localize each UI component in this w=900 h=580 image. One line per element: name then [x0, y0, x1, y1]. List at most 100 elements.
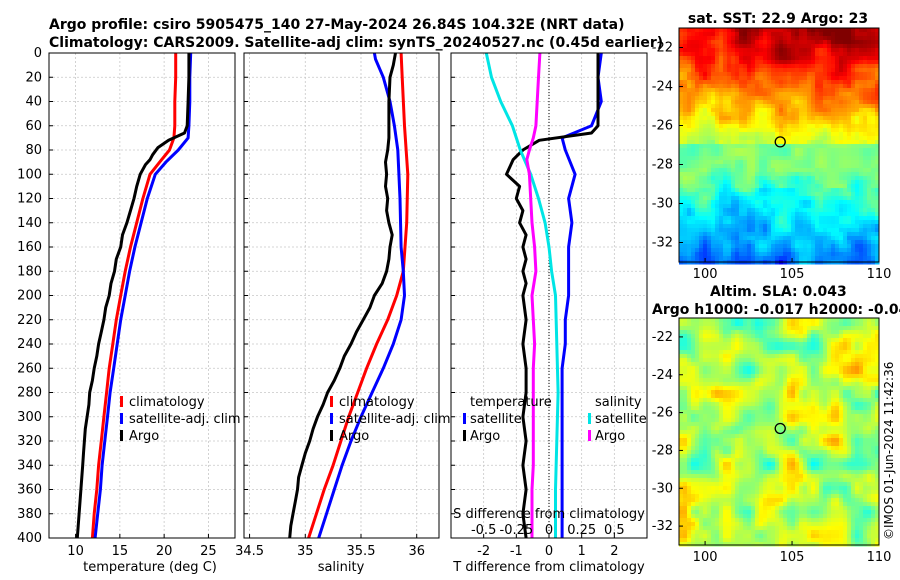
heatmap-cell	[787, 176, 792, 181]
heatmap-cell	[727, 128, 732, 133]
heatmap-cell	[719, 100, 724, 105]
heatmap-cell	[823, 216, 828, 221]
heatmap-cell	[771, 216, 776, 221]
heatmap-cell	[871, 338, 876, 343]
heatmap-cell	[819, 144, 824, 149]
heatmap-cell	[783, 168, 788, 173]
heatmap-cell	[799, 200, 804, 205]
heatmap-cell	[855, 418, 860, 423]
heatmap-cell	[839, 362, 844, 367]
heatmap-cell	[875, 228, 880, 233]
heatmap-cell	[751, 224, 756, 229]
heatmap-cell	[811, 342, 816, 347]
heatmap-cell	[747, 454, 752, 459]
heatmap-cell	[819, 334, 824, 339]
heatmap-cell	[875, 346, 880, 351]
heatmap-cell	[711, 322, 716, 327]
heatmap-cell	[751, 330, 756, 335]
heatmap-cell	[735, 124, 740, 129]
heatmap-cell	[875, 330, 880, 335]
heatmap-cell	[863, 334, 868, 339]
heatmap-cell	[715, 76, 720, 81]
heatmap-cell	[835, 164, 840, 169]
heatmap-cell	[791, 458, 796, 463]
heatmap-cell	[743, 68, 748, 73]
heatmap-cell	[839, 76, 844, 81]
heatmap-cell	[723, 386, 728, 391]
heatmap-cell	[759, 350, 764, 355]
heatmap-cell	[683, 64, 688, 69]
heatmap-cell	[843, 120, 848, 125]
heatmap-cell	[807, 386, 812, 391]
heatmap-cell	[823, 220, 828, 225]
heatmap-cell	[707, 346, 712, 351]
heatmap-cell	[691, 104, 696, 109]
heatmap-cell	[855, 136, 860, 141]
heatmap-cell	[747, 342, 752, 347]
heatmap-cell	[731, 224, 736, 229]
heatmap-cell	[771, 200, 776, 205]
heatmap-cell	[815, 64, 820, 69]
heatmap-cell	[815, 358, 820, 363]
heatmap-cell	[867, 36, 872, 41]
heatmap-cell	[723, 322, 728, 327]
heatmap-cell	[687, 224, 692, 229]
heatmap-cell	[703, 36, 708, 41]
heatmap-cell	[735, 160, 740, 165]
heatmap-cell	[771, 140, 776, 145]
heatmap-cell	[775, 80, 780, 85]
heatmap-cell	[811, 148, 816, 153]
heatmap-cell	[771, 132, 776, 137]
heatmap-cell	[827, 32, 832, 37]
heatmap-cell	[803, 180, 808, 185]
heatmap-cell	[783, 446, 788, 451]
heatmap-cell	[815, 330, 820, 335]
heatmap-cell	[831, 136, 836, 141]
heatmap-cell	[707, 32, 712, 37]
heatmap-cell	[743, 450, 748, 455]
heatmap-cell	[871, 204, 876, 209]
heatmap-cell	[715, 232, 720, 237]
heatmap-cell	[719, 232, 724, 237]
heatmap-cell	[779, 224, 784, 229]
heatmap-cell	[839, 156, 844, 161]
heatmap-cell	[723, 256, 728, 261]
heatmap-cell	[779, 64, 784, 69]
heatmap-cell	[731, 164, 736, 169]
heatmap-cell	[679, 96, 684, 101]
heatmap-cell	[791, 232, 796, 237]
heatmap-cell	[859, 132, 864, 137]
heatmap-cell	[679, 430, 684, 435]
heatmap-cell	[791, 136, 796, 141]
heatmap-cell	[751, 378, 756, 383]
heatmap-cell	[727, 60, 732, 65]
heatmap-cell	[767, 204, 772, 209]
heatmap-cell	[867, 68, 872, 73]
heatmap-cell	[771, 32, 776, 37]
heatmap-cell	[707, 450, 712, 455]
heatmap-cell	[687, 394, 692, 399]
x-tick-label: -1	[510, 544, 523, 559]
y-tick-label: 340	[17, 458, 42, 473]
heatmap-cell	[727, 148, 732, 153]
heatmap-cell	[771, 446, 776, 451]
heatmap-cell	[863, 64, 868, 69]
heatmap-cell	[863, 200, 868, 205]
heatmap-cell	[735, 192, 740, 197]
heatmap-cell	[843, 80, 848, 85]
heatmap-cell	[751, 406, 756, 411]
heatmap-cell	[751, 44, 756, 49]
y-tick-label: -32	[652, 236, 673, 251]
heatmap-cell	[703, 374, 708, 379]
heatmap-cell	[747, 398, 752, 403]
heatmap-cell	[851, 208, 856, 213]
heatmap-cell	[779, 40, 784, 45]
heatmap-cell	[723, 108, 728, 113]
heatmap-cell	[703, 204, 708, 209]
heatmap-cell	[759, 370, 764, 375]
heatmap-cell	[747, 334, 752, 339]
heatmap-cell	[719, 434, 724, 439]
heatmap-cell	[871, 80, 876, 85]
heatmap-cell	[775, 204, 780, 209]
heatmap-cell	[751, 442, 756, 447]
